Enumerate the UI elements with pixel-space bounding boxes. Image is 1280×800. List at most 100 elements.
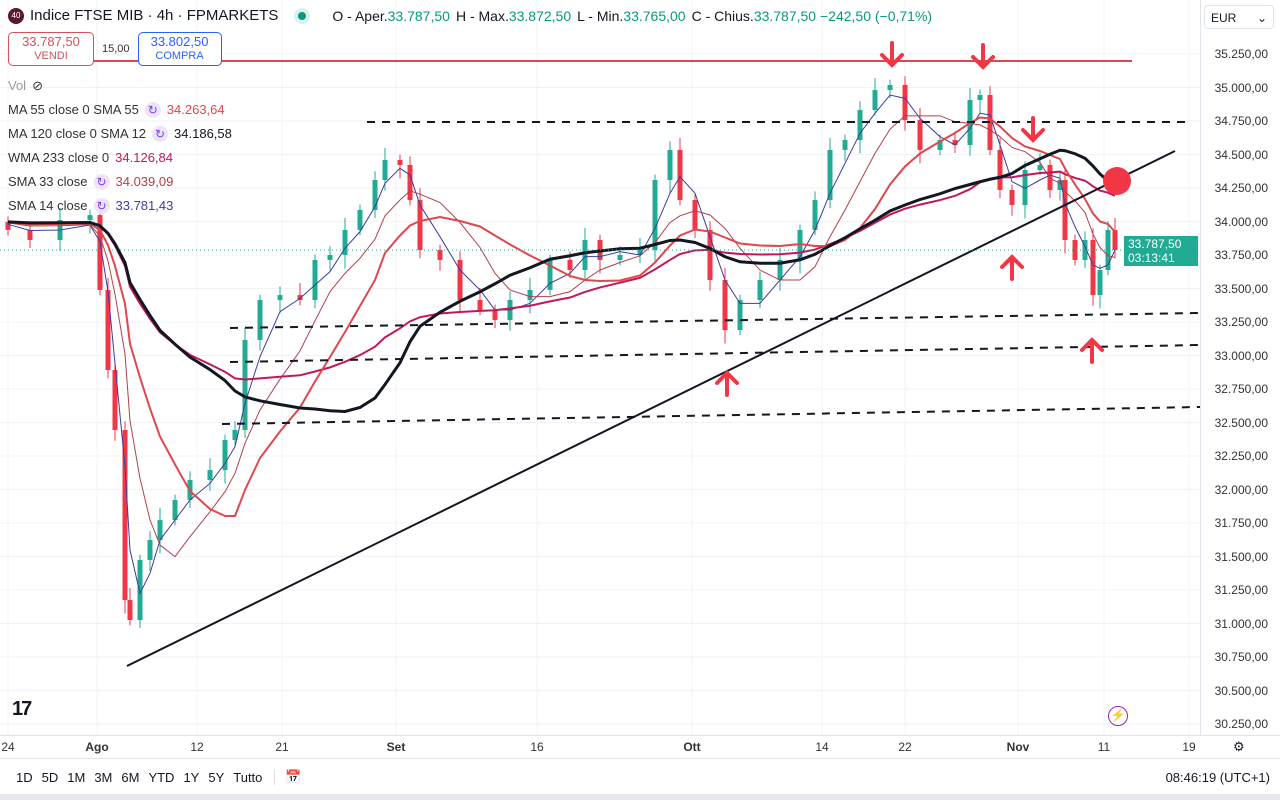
buy-price: 33.802,50 [150,34,209,49]
price-tick: 32.750,00 [1214,382,1268,396]
time-tick: 16 [530,740,544,754]
price-tick: 32.500,00 [1214,415,1268,430]
candle-body [137,559,143,621]
bottom-toolbar: 1D 5D 1M 3M 6M YTD 1Y 5Y Tutto 📅 08:46:19 (UTC+1… [0,762,1280,792]
range-button[interactable]: 1D [16,769,33,785]
candle-body [707,229,713,281]
indicator-name: MA 55 close 0 SMA 55 [8,102,139,117]
range-button[interactable]: 1Y [183,769,200,785]
candle-body [417,200,423,251]
price-tick: 31.250,00 [1214,583,1268,597]
range-button[interactable]: 5Y [208,769,225,785]
ohlc-label: H - Max. [455,7,509,24]
candle-body [492,309,498,320]
buy-label: COMPRA [155,50,204,62]
candle-body [357,209,363,230]
range-button[interactable]: 3M [94,769,113,785]
legend-volume[interactable]: Vol ⊘ [8,74,232,98]
time-tick: Nov [1006,740,1030,754]
candle-body [977,95,983,100]
ohlc-value: 33.872,50 [508,7,572,24]
price-tick: 33.000,00 [1214,348,1268,363]
time-tick: 21 [275,740,289,754]
price-tick: 31.750,00 [1214,516,1268,530]
candle-body [232,430,238,441]
date-range-icon[interactable]: 📅 [274,769,302,785]
candle-body [122,430,128,601]
candle-body [872,90,878,111]
price-tick: 32.250,00 [1214,449,1268,463]
tradingview-logo[interactable]: 17 [12,698,32,720]
price-tick: 30.500,00 [1214,683,1268,698]
candle-body [527,289,533,301]
candle-body [382,159,388,180]
time-tick: Set [386,740,406,754]
refresh-icon[interactable]: ↻ [144,102,161,118]
indicator-name: SMA 33 close [8,174,88,189]
candle-body [667,149,673,180]
legend-indicator[interactable]: MA 120 close 0 SMA 12 ↻ 34.186,58 [8,122,232,146]
eye-hidden-icon[interactable]: ⊘ [32,78,43,93]
price-tick: 34.750,00 [1214,114,1268,128]
candle-body [242,339,248,431]
clock[interactable]: 08:46:19 (UTC+1) [1165,769,1270,785]
time-tick: 19 [1182,740,1196,754]
price-tick: 34.000,00 [1214,214,1268,229]
price-tick: 30.750,00 [1214,650,1268,664]
candle-body [105,289,111,370]
candle-body [327,255,333,260]
legend-indicator[interactable]: MA 55 close 0 SMA 55 ↻ 34.263,64 [8,98,232,122]
symbol-title[interactable]: Indice FTSE MIB · 4h · FPMARKETS [30,7,279,24]
candle-body [207,470,213,480]
lightning-icon[interactable]: ⚡ [1108,706,1128,726]
price-tick: 34.500,00 [1214,147,1268,162]
candle-body [87,215,93,221]
candle-body [547,259,553,290]
time-tick: 12 [190,740,204,754]
range-button[interactable]: 6M [121,769,140,785]
sell-label: VENDI [34,50,68,62]
ohlc-label: C - Chius. [691,7,754,24]
candle-body [127,600,133,621]
candle-body [637,250,643,255]
price-tick: 33.500,00 [1214,281,1268,296]
currency-select[interactable]: EUR ⌄ [1204,5,1274,29]
indicator-value: 34.126,84 [115,150,173,165]
candle-body [5,221,11,230]
candle-body [1062,179,1068,240]
time-tick: Ago [85,740,109,754]
candle-body [27,229,33,240]
ohlc-value: 33.787,50 [387,7,450,24]
range-button[interactable]: 1M [67,769,86,785]
buy-button[interactable]: 33.802,50 COMPRA [137,32,222,66]
indicator-value: 34.039,09 [115,174,174,189]
candle-body [457,259,463,301]
range-button[interactable]: Tutto [233,769,263,785]
candle-body [1097,270,1103,296]
candle-body [917,120,923,150]
legend-indicator[interactable]: SMA 33 close ↻ 34.039,09 [8,170,232,194]
price-tick: 34.250,00 [1214,181,1268,195]
legend-indicator[interactable]: SMA 14 close ↻ 33.781,43 [8,194,232,218]
refresh-icon[interactable]: ↻ [152,126,169,142]
settings-icon[interactable]: ⚙ [1233,739,1245,754]
time-axis[interactable]: ⚙ 24 Ago 12 21 Set 16 Ott 14 22 Nov 11 19 [0,735,1280,759]
price-axis[interactable]: 35.250,00 35.000,00 34.750,00 34.500,00 34.2… [1200,0,1280,735]
trend-line [126,150,1176,667]
range-button[interactable]: 5D [41,769,59,785]
dashed-level-line [221,406,1200,425]
refresh-icon[interactable]: ↻ [93,198,110,214]
bar-countdown: 03:13:41 [1128,251,1175,265]
legend-indicator[interactable]: WMA 233 close 0 34.126,84 [8,146,232,170]
price-tick: 30.250,00 [1214,717,1268,731]
refresh-icon[interactable]: ↻ [93,174,110,190]
sell-button[interactable]: 33.787,50 VENDI [8,32,94,66]
candle-body [147,540,153,560]
candle-body [937,140,943,150]
price-tick: 35.000,00 [1214,80,1268,95]
candle-body [737,300,743,331]
candle-body [567,259,573,271]
range-button[interactable]: YTD [148,769,175,785]
candle-body [1072,239,1078,260]
candle-body [887,84,893,91]
